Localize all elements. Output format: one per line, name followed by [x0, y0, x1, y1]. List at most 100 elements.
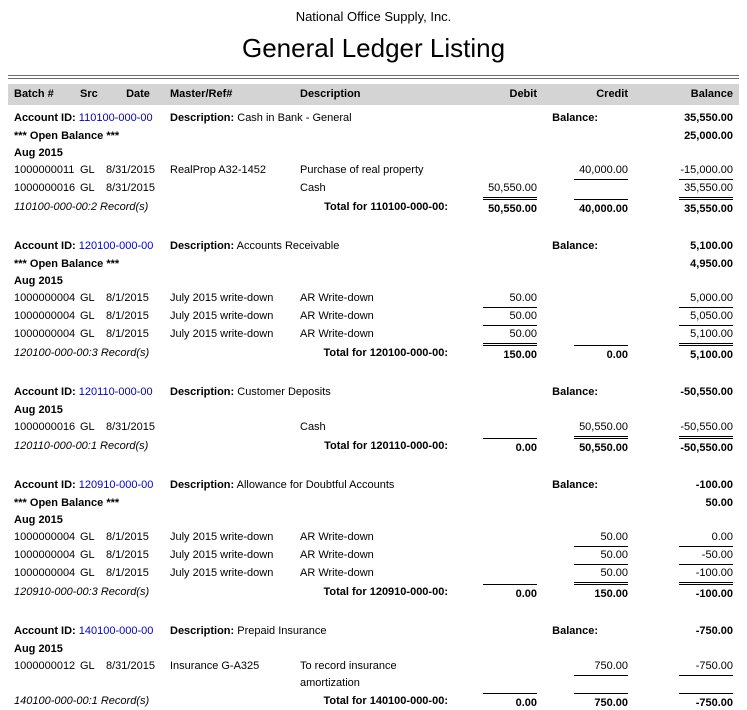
total-balance: -750.00	[679, 693, 733, 710]
description-label: Description:	[170, 479, 235, 491]
account-description-cell: Description: Allowance for Doubtful Acco…	[170, 477, 448, 494]
row-credit-amount: 50.00	[574, 529, 628, 547]
table-row: 1000000004 GL 8/1/2015 July 2015 write-d…	[8, 290, 739, 308]
spacer	[537, 128, 628, 145]
row-credit-cell: 40,000.00	[537, 162, 628, 180]
description-value: Allowance for Doubtful Accounts	[236, 479, 395, 491]
table-row: 1000000004 GL 8/1/2015 July 2015 write-d…	[8, 326, 739, 344]
row-balance-amount: 5,100.00	[679, 326, 733, 344]
row-debit-cell: 50.00	[448, 290, 537, 308]
records-count: 120910-000-00:3 Record(s)	[14, 586, 150, 598]
total-credit: 750.00	[574, 693, 628, 710]
account-section: Account ID: 120110-000-00 Description: C…	[8, 384, 739, 457]
period-label: Aug 2015	[14, 275, 63, 287]
report-title: General Ledger Listing	[241, 33, 506, 63]
row-balance-cell: -50,550.00	[628, 419, 733, 437]
row-batch: 1000000011	[14, 164, 75, 176]
company-name: National Office Supply, Inc.	[295, 9, 452, 24]
account-id-link[interactable]: 110100-000-00	[78, 112, 153, 124]
account-id-link[interactable]: 120910-000-00	[78, 479, 154, 491]
account-id-cell: Account ID: 120910-000-00	[14, 477, 170, 494]
row-batch: 1000000016	[14, 421, 76, 433]
account-id-link[interactable]: 120100-000-00	[78, 240, 154, 252]
title-divider	[8, 75, 739, 79]
table-row: 1000000004 GL 8/1/2015 July 2015 write-d…	[8, 565, 739, 583]
account-section: Account ID: 120100-000-00 Description: A…	[8, 238, 739, 364]
spacer	[448, 495, 537, 512]
description-label: Description:	[170, 625, 235, 637]
row-balance-amount: 5,000.00	[679, 290, 733, 308]
total-debit-cell: 150.00	[448, 345, 537, 364]
table-row: 1000000004 GL 8/1/2015 July 2015 write-d…	[8, 529, 739, 547]
account-id-label: Account ID:	[14, 386, 76, 398]
row-balance-cell: 0.00	[628, 529, 733, 547]
totals-row: 120100-000-00:3 Record(s) Total for 1201…	[8, 345, 739, 364]
total-debit: 0.00	[483, 438, 537, 457]
total-label: Total for 120910-000-00:	[323, 586, 448, 598]
account-description-cell: Description: Prepaid Insurance	[170, 623, 448, 640]
account-id-link[interactable]: 120110-000-00	[78, 386, 153, 398]
row-batch: 1000000004	[14, 292, 76, 304]
row-description: AR Write-down	[300, 292, 374, 304]
row-master: July 2015 write-down	[170, 549, 274, 561]
row-debit-amount: 50.00	[483, 290, 537, 308]
row-debit-cell: 50.00	[448, 326, 537, 344]
column-header-description: Description	[300, 88, 361, 100]
total-credit-cell: 0.00	[537, 345, 628, 364]
records-count: 110100-000-00:2 Record(s)	[14, 201, 149, 213]
spacer	[537, 495, 628, 512]
total-debit-cell: 0.00	[448, 584, 537, 603]
open-balance-value: 25,000.00	[684, 130, 733, 142]
description-label: Description:	[170, 386, 235, 398]
row-description: Cash	[300, 421, 326, 433]
account-id-link[interactable]: 140100-000-00	[78, 625, 154, 637]
row-src: GL	[80, 531, 95, 543]
total-balance: -100.00	[679, 584, 733, 603]
table-row: 1000000016 GL 8/31/2015 Cash 50,550.00 -…	[8, 419, 739, 437]
account-description-cell: Description: Customer Deposits	[170, 384, 448, 401]
account-balance-value: 35,550.00	[684, 112, 733, 124]
row-credit-cell: 750.00	[537, 658, 628, 692]
row-debit-cell	[448, 419, 537, 437]
open-balance-label: *** Open Balance ***	[14, 497, 120, 509]
total-label: Total for 110100-000-00:	[324, 201, 448, 213]
account-id-label: Account ID:	[14, 112, 76, 124]
row-debit-cell	[448, 565, 537, 583]
open-balance-value: 50.00	[705, 497, 733, 509]
row-description: Purchase of real property	[300, 164, 424, 176]
row-src: GL	[80, 567, 95, 579]
account-id-label: Account ID:	[14, 240, 76, 252]
row-credit-amount: 40,000.00	[574, 162, 628, 180]
row-batch: 1000000004	[14, 531, 76, 543]
row-balance-cell: -750.00	[628, 658, 733, 692]
row-master: July 2015 write-down	[170, 531, 274, 543]
open-balance-row: *** Open Balance *** 50.00	[8, 495, 739, 512]
row-description: AR Write-down	[300, 567, 374, 579]
row-src: GL	[80, 310, 95, 322]
row-balance-cell: 5,100.00	[628, 326, 733, 344]
description-label: Description:	[170, 112, 235, 124]
row-master: RealProp A32-1452	[170, 164, 267, 176]
row-credit-amount: 50.00	[574, 547, 628, 565]
total-credit: 0.00	[574, 345, 628, 364]
total-label: Total for 120100-000-00:	[323, 347, 448, 359]
total-credit: 150.00	[574, 584, 628, 603]
column-header-master: Master/Ref#	[170, 88, 233, 100]
row-description: To record insurance amortization	[300, 660, 397, 689]
column-header-date: Date	[126, 88, 150, 100]
column-header-src: Src	[80, 88, 98, 100]
period-label: Aug 2015	[14, 643, 63, 655]
row-balance-amount: 0.00	[679, 529, 733, 547]
row-balance-cell: 35,550.00	[628, 180, 733, 198]
row-date: 8/1/2015	[106, 292, 149, 304]
row-description: AR Write-down	[300, 549, 374, 561]
period-label: Aug 2015	[14, 404, 63, 416]
account-id-cell: Account ID: 120100-000-00	[14, 238, 170, 255]
column-header-debit: Debit	[509, 88, 538, 100]
account-header-row: Account ID: 110100-000-00 Description: C…	[8, 110, 739, 127]
account-section: Account ID: 120910-000-00 Description: A…	[8, 477, 739, 603]
description-label: Description:	[170, 240, 235, 252]
period-label: Aug 2015	[14, 147, 63, 159]
row-debit-cell	[448, 162, 537, 180]
description-value: Cash in Bank - General	[237, 112, 352, 124]
